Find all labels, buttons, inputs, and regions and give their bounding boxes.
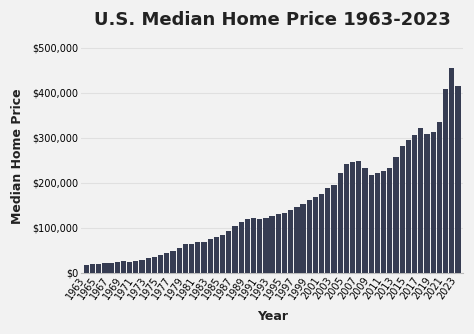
Bar — [158, 255, 163, 273]
Bar — [276, 214, 281, 273]
Bar — [146, 258, 151, 273]
Bar — [183, 244, 188, 273]
Bar — [220, 235, 225, 273]
Bar — [337, 173, 343, 273]
Bar — [387, 168, 392, 273]
Bar — [424, 134, 429, 273]
Bar — [325, 188, 330, 273]
Bar — [344, 164, 349, 273]
Bar — [189, 244, 194, 273]
Bar — [331, 185, 337, 273]
Bar — [208, 239, 213, 273]
Bar — [294, 207, 300, 273]
Bar — [437, 122, 442, 273]
Bar — [109, 263, 114, 273]
Bar — [319, 194, 324, 273]
Bar — [400, 146, 405, 273]
Bar — [363, 168, 368, 273]
Bar — [350, 162, 356, 273]
Bar — [263, 218, 269, 273]
Bar — [449, 68, 455, 273]
Bar — [121, 261, 126, 273]
Bar — [406, 140, 411, 273]
Bar — [170, 251, 176, 273]
Bar — [245, 219, 250, 273]
Bar — [164, 253, 169, 273]
Bar — [282, 212, 287, 273]
Bar — [418, 128, 423, 273]
Bar — [214, 237, 219, 273]
Bar — [133, 262, 138, 273]
Bar — [270, 216, 275, 273]
Bar — [288, 210, 293, 273]
Bar — [195, 242, 201, 273]
X-axis label: Year: Year — [256, 310, 288, 323]
Bar — [257, 219, 263, 273]
Bar — [177, 248, 182, 273]
Bar — [115, 262, 120, 273]
Bar — [412, 135, 417, 273]
Bar — [152, 257, 157, 273]
Bar — [381, 171, 386, 273]
Bar — [369, 175, 374, 273]
Bar — [102, 263, 108, 273]
Bar — [127, 262, 132, 273]
Bar — [307, 200, 312, 273]
Bar — [313, 197, 318, 273]
Bar — [96, 264, 101, 273]
Bar — [456, 86, 461, 273]
Bar — [430, 132, 436, 273]
Bar — [226, 231, 231, 273]
Bar — [139, 261, 145, 273]
Y-axis label: Median Home Price: Median Home Price — [11, 88, 24, 224]
Title: U.S. Median Home Price 1963-2023: U.S. Median Home Price 1963-2023 — [94, 11, 450, 29]
Bar — [251, 217, 256, 273]
Bar — [301, 204, 306, 273]
Bar — [356, 161, 362, 273]
Bar — [90, 264, 95, 273]
Bar — [84, 265, 89, 273]
Bar — [443, 89, 448, 273]
Bar — [393, 157, 399, 273]
Bar — [375, 173, 380, 273]
Bar — [238, 222, 244, 273]
Bar — [232, 226, 237, 273]
Bar — [201, 241, 207, 273]
